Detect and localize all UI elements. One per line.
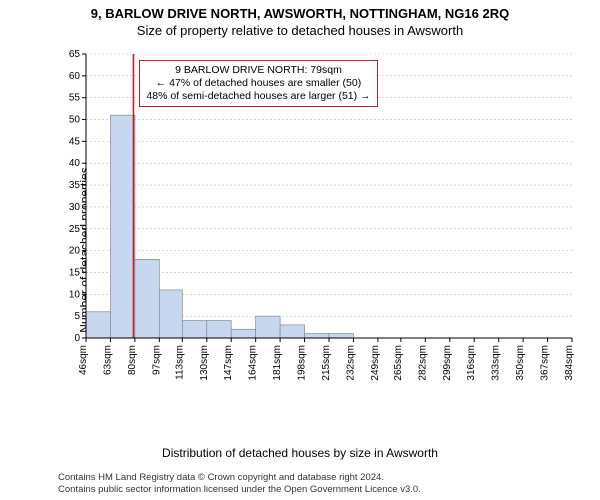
svg-text:60: 60	[69, 71, 81, 82]
chart-title-address: 9, BARLOW DRIVE NORTH, AWSWORTH, NOTTING…	[0, 0, 600, 21]
svg-text:282sqm: 282sqm	[417, 345, 428, 381]
chart-subtitle: Size of property relative to detached ho…	[0, 21, 600, 38]
svg-text:55: 55	[69, 93, 81, 104]
svg-text:316sqm: 316sqm	[466, 345, 477, 381]
svg-text:265sqm: 265sqm	[393, 345, 404, 381]
svg-text:10: 10	[69, 289, 81, 300]
annotation-box: 9 BARLOW DRIVE NORTH: 79sqm ← 47% of det…	[139, 60, 377, 107]
svg-text:35: 35	[69, 180, 81, 191]
annotation-line3: 48% of semi-detached houses are larger (…	[146, 90, 370, 103]
svg-text:25: 25	[69, 224, 81, 235]
svg-text:15: 15	[69, 267, 81, 278]
svg-text:40: 40	[69, 158, 81, 169]
svg-text:65: 65	[69, 49, 81, 60]
svg-text:232sqm: 232sqm	[345, 345, 356, 381]
svg-text:45: 45	[69, 136, 81, 147]
svg-text:0: 0	[74, 333, 80, 344]
svg-text:5: 5	[74, 311, 80, 322]
svg-text:367sqm: 367sqm	[540, 345, 551, 381]
svg-text:80sqm: 80sqm	[127, 345, 138, 375]
chart-container: 9, BARLOW DRIVE NORTH, AWSWORTH, NOTTING…	[0, 0, 600, 500]
footer-text: Contains HM Land Registry data © Crown c…	[8, 472, 592, 496]
svg-text:350sqm: 350sqm	[515, 345, 526, 381]
svg-text:384sqm: 384sqm	[564, 345, 575, 381]
svg-text:198sqm: 198sqm	[297, 345, 308, 381]
svg-text:181sqm: 181sqm	[272, 345, 283, 381]
svg-text:113sqm: 113sqm	[174, 345, 185, 380]
svg-text:63sqm: 63sqm	[102, 345, 113, 375]
svg-text:97sqm: 97sqm	[151, 345, 162, 375]
x-axis-label: Distribution of detached houses by size …	[0, 446, 600, 460]
svg-text:164sqm: 164sqm	[248, 345, 259, 381]
footer-line1: Contains HM Land Registry data © Crown c…	[58, 472, 592, 484]
footer-line2: Contains public sector information licen…	[58, 484, 592, 496]
svg-text:249sqm: 249sqm	[370, 345, 381, 381]
svg-text:299sqm: 299sqm	[442, 345, 453, 381]
svg-text:30: 30	[69, 202, 81, 213]
svg-text:46sqm: 46sqm	[78, 345, 89, 375]
svg-text:130sqm: 130sqm	[199, 345, 210, 381]
svg-text:20: 20	[69, 246, 81, 257]
annotation-line2: ← 47% of detached houses are smaller (50…	[146, 77, 370, 90]
svg-text:215sqm: 215sqm	[321, 345, 332, 381]
svg-text:147sqm: 147sqm	[223, 345, 234, 381]
svg-text:333sqm: 333sqm	[491, 345, 502, 381]
svg-text:50: 50	[69, 115, 81, 126]
annotation-line1: 9 BARLOW DRIVE NORTH: 79sqm	[146, 64, 370, 77]
